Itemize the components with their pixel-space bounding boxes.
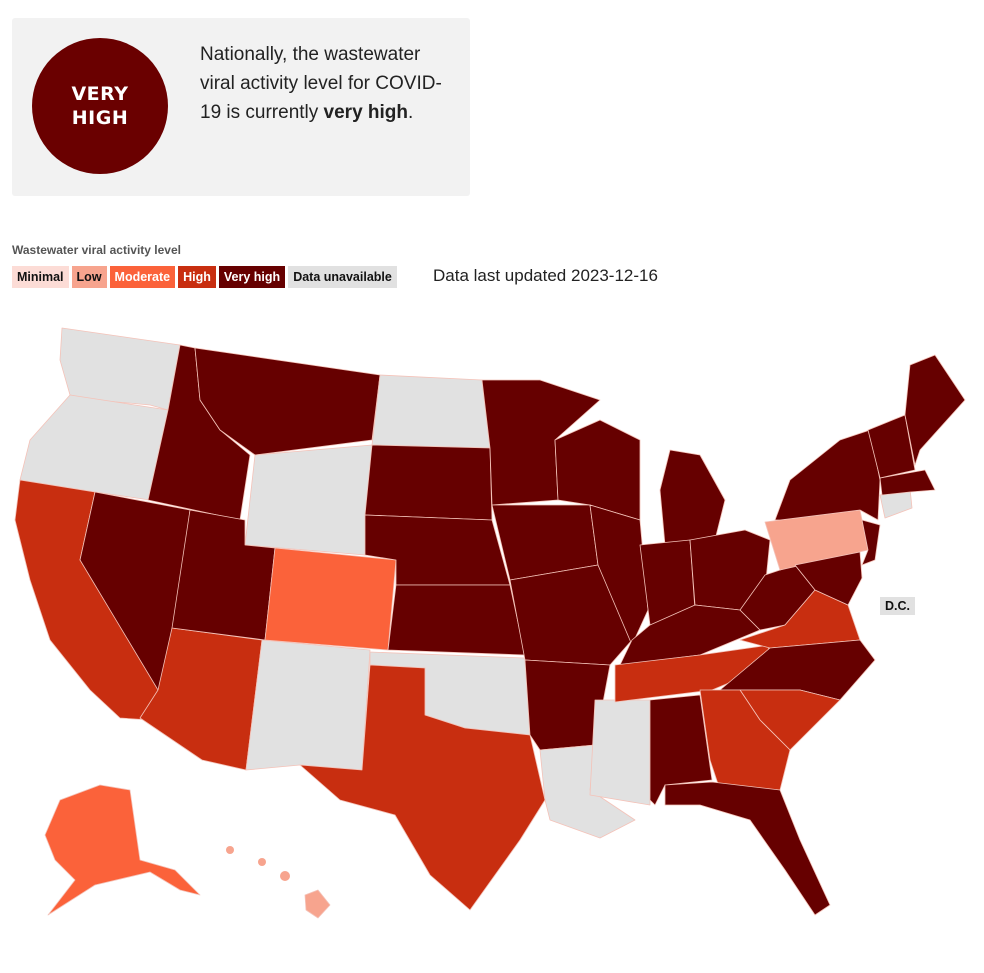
legend-swatch-high: High [178, 266, 216, 288]
state-massachusetts-ri[interactable] [879, 469, 936, 496]
legend-swatch-minimal: Minimal [12, 266, 69, 288]
us-states-map [14, 327, 966, 919]
state-alaska[interactable] [44, 784, 201, 916]
state-wyoming[interactable] [244, 444, 373, 556]
legend-swatch-very-high: Very high [218, 266, 286, 288]
state-georgia[interactable] [699, 689, 791, 791]
state-north-dakota[interactable] [371, 374, 491, 449]
state-michigan[interactable] [659, 449, 726, 546]
state-vermont-nh[interactable] [867, 414, 916, 479]
dc-label[interactable]: D.C. [880, 597, 915, 615]
state-hawaii-main[interactable] [304, 889, 331, 919]
state-colorado[interactable] [264, 547, 397, 651]
summary-text-bold: very high [323, 102, 409, 123]
state-kansas[interactable] [387, 584, 526, 656]
national-summary-text: Nationally, the wastewater viral activit… [200, 40, 460, 127]
national-summary-card: VERY HIGH Nationally, the wastewater vir… [12, 18, 470, 196]
state-new-jersey[interactable] [861, 519, 881, 566]
state-florida[interactable] [664, 781, 831, 916]
state-maryland[interactable] [794, 551, 863, 606]
data-updated-label: Data last updated 2023-12-16 [433, 266, 658, 285]
state-hawaii-islet-2[interactable] [258, 858, 266, 866]
legend-swatch-data-unavailable: Data unavailable [288, 266, 397, 288]
state-new-mexico[interactable] [245, 639, 371, 771]
state-mississippi[interactable] [589, 699, 651, 806]
legend: Minimal Low Moderate High Very high Data unav… [12, 266, 397, 288]
legend-swatch-low: Low [71, 266, 107, 288]
badge-line-1: VERY [71, 83, 129, 105]
state-new-york[interactable] [774, 429, 881, 521]
legend-swatch-moderate: Moderate [109, 266, 176, 288]
state-illinois[interactable] [589, 504, 649, 646]
legend-title: Wastewater viral activity level [12, 243, 181, 257]
state-maine[interactable] [904, 354, 966, 466]
badge-line-2: HIGH [71, 107, 129, 129]
state-missouri[interactable] [509, 564, 633, 666]
state-hawaii-islet-1[interactable] [226, 846, 234, 854]
state-texas[interactable] [299, 664, 546, 911]
state-hawaii-islet-3[interactable] [280, 871, 290, 881]
state-south-dakota[interactable] [364, 444, 493, 521]
national-level-badge: VERY HIGH [32, 38, 168, 174]
summary-text-part1: Nationally, the wastewater viral activit… [200, 44, 442, 123]
summary-text-part2: . [408, 102, 414, 123]
